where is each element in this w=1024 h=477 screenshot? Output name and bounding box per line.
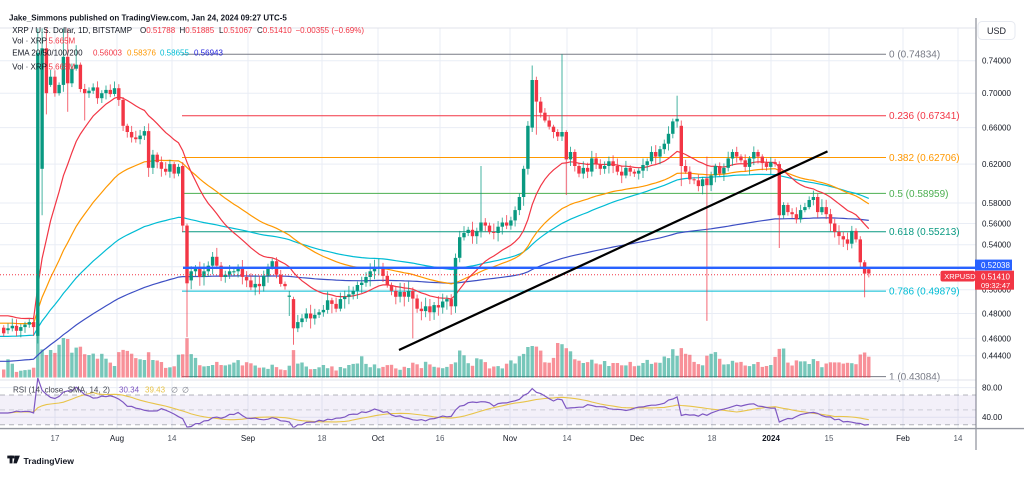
svg-text:0.786 (0.49879): 0.786 (0.49879): [889, 287, 960, 298]
svg-text:1 (0.43084): 1 (0.43084): [889, 372, 940, 383]
svg-text:Oct: Oct: [372, 434, 385, 443]
svg-text:14: 14: [954, 434, 963, 443]
svg-text:0.54000: 0.54000: [982, 241, 1011, 250]
svg-text:0.74000: 0.74000: [982, 57, 1011, 66]
svg-text:18: 18: [708, 434, 717, 443]
svg-text:USD: USD: [987, 26, 1007, 36]
svg-text:Feb: Feb: [896, 434, 910, 443]
svg-text:0.52038: 0.52038: [981, 261, 1010, 270]
svg-text:XRPUSD: XRPUSD: [944, 272, 976, 281]
svg-text:0.44400: 0.44400: [982, 352, 1011, 361]
svg-text:0.70000: 0.70000: [982, 89, 1011, 98]
svg-text:TradingView: TradingView: [24, 456, 75, 466]
svg-text:0.382 (0.62706): 0.382 (0.62706): [889, 153, 960, 164]
svg-text:0.236 (0.67341): 0.236 (0.67341): [889, 111, 960, 122]
svg-text:14: 14: [563, 434, 572, 443]
svg-text:18: 18: [318, 434, 327, 443]
svg-text:40.00: 40.00: [982, 413, 1003, 422]
svg-text:0.66000: 0.66000: [982, 124, 1011, 133]
svg-text:0.48000: 0.48000: [982, 309, 1011, 318]
svg-text:2024: 2024: [762, 434, 780, 443]
svg-text:0.51410: 0.51410: [981, 273, 1010, 282]
svg-text:09:32:47: 09:32:47: [981, 281, 1010, 290]
svg-text:0.58000: 0.58000: [982, 199, 1011, 208]
svg-text:17: 17: [51, 434, 60, 443]
svg-text:0 (0.74834): 0 (0.74834): [889, 50, 940, 61]
svg-text:16: 16: [436, 434, 445, 443]
svg-text:Sep: Sep: [241, 434, 256, 443]
svg-text:0.5 (0.58959): 0.5 (0.58959): [889, 189, 949, 200]
svg-text:XRP / U.S. Dollar, 1D, BITSTAM: XRP / U.S. Dollar, 1D, BITSTAMP O0.51788 H…: [12, 26, 364, 35]
svg-text:Jake_Simmons published on Trad: Jake_Simmons published on TradingView.co…: [9, 14, 287, 23]
svg-text:14: 14: [168, 434, 177, 443]
svg-text:80.00: 80.00: [982, 384, 1003, 393]
svg-text:RSI (14, close, SMA, 14, 2)30.: RSI (14, close, SMA, 14, 2) 30.34 39.43 ∅ ∅: [13, 386, 189, 395]
svg-text:15: 15: [825, 434, 834, 443]
svg-text:0.56000: 0.56000: [982, 219, 1011, 228]
svg-text:0.50000: 0.50000: [982, 286, 1011, 295]
svg-text:0.62000: 0.62000: [982, 160, 1011, 169]
svg-text:Nov: Nov: [503, 434, 517, 443]
svg-text:0.46000: 0.46000: [982, 334, 1011, 343]
svg-text:Dec: Dec: [630, 434, 644, 443]
svg-text:0.618 (0.55213): 0.618 (0.55213): [889, 227, 960, 238]
svg-text:Aug: Aug: [110, 434, 124, 443]
